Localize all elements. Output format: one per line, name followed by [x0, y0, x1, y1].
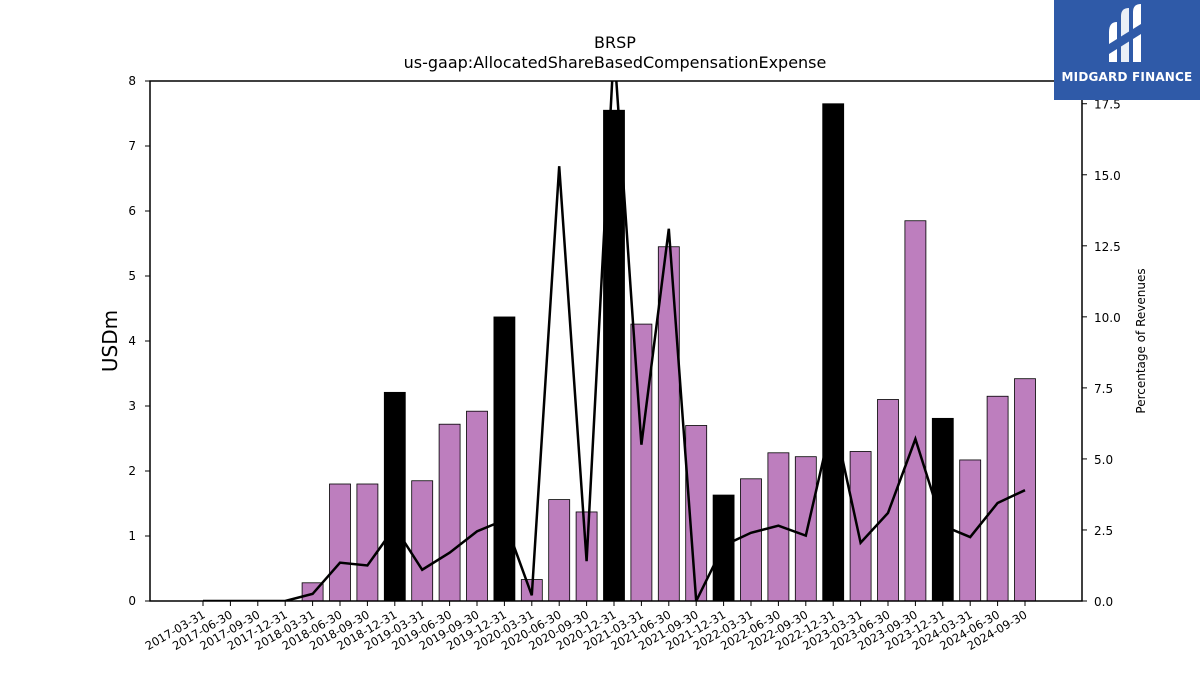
bar-2024-09-30 [1014, 378, 1036, 602]
line-percentage-of-revenues [203, 81, 1026, 601]
y-tick-label: 4 [128, 334, 136, 348]
y-tick-label: 5 [128, 269, 136, 283]
chart-subtitle: us-gaap:AllocatedShareBasedCompensationE… [404, 53, 827, 72]
bar-2019-09-30 [466, 410, 488, 602]
bar-2023-09-30 [904, 220, 927, 602]
bar-2022-03-31 [740, 478, 762, 602]
y-tick-label: 6 [128, 204, 136, 218]
y2-tick-label: 7.5 [1094, 382, 1113, 396]
bar-series [301, 103, 1036, 602]
bar-2019-12-31 [493, 316, 516, 602]
bar-2021-03-31 [630, 323, 653, 602]
y2-tick-label: 12.5 [1094, 240, 1121, 254]
y-tick-label: 3 [128, 399, 136, 413]
y2-tick-label: 10.0 [1094, 311, 1121, 325]
bar-2018-09-30 [356, 483, 379, 602]
brand-name: MIDGARD FINANCE [1061, 70, 1193, 84]
y-axis-label: USDm [98, 310, 122, 372]
bar-2018-06-30 [329, 483, 351, 602]
bar-2021-06-30 [657, 246, 680, 602]
bar-2019-03-31 [411, 480, 434, 602]
bar-2023-03-31 [849, 451, 872, 602]
line-series [203, 81, 1026, 601]
bar-2022-09-30 [794, 456, 817, 602]
x-axis: 2017-03-312017-06-302017-09-302017-12-31… [143, 601, 1030, 653]
bar-2023-06-30 [877, 399, 899, 602]
y2-tick-label: 5.0 [1094, 453, 1113, 467]
y-tick-label: 0 [128, 594, 136, 608]
y2-tick-label: 0.0 [1094, 595, 1113, 609]
bar-2019-06-30 [438, 423, 461, 602]
right-axis: 0.0 2.5 5.0 7.5 10.0 12.5 15.0 17.5 [1082, 98, 1121, 609]
brand-logo: MIDGARD FINANCE [1054, 0, 1200, 100]
y2-axis-label: Percentage of Revenues [1134, 268, 1148, 413]
bar-2023-12-31 [931, 417, 954, 602]
y2-tick-label: 17.5 [1094, 98, 1121, 112]
bar-2022-12-31 [822, 103, 845, 602]
y2-tick-label: 15.0 [1094, 169, 1121, 183]
logo-icon [1109, 4, 1141, 62]
y-tick-label: 7 [128, 139, 136, 153]
bar-2024-03-31 [959, 459, 982, 602]
chart-title: BRSP [594, 33, 636, 52]
y2-tick-label: 2.5 [1094, 524, 1113, 538]
y-tick-label: 2 [128, 464, 136, 478]
y-tick-label: 1 [128, 529, 136, 543]
left-axis: 0 1 2 3 4 5 6 7 8 [128, 74, 150, 608]
bar-2018-12-31 [383, 391, 406, 602]
bar-2020-06-30 [548, 499, 571, 602]
y-tick-label: 8 [128, 74, 136, 88]
